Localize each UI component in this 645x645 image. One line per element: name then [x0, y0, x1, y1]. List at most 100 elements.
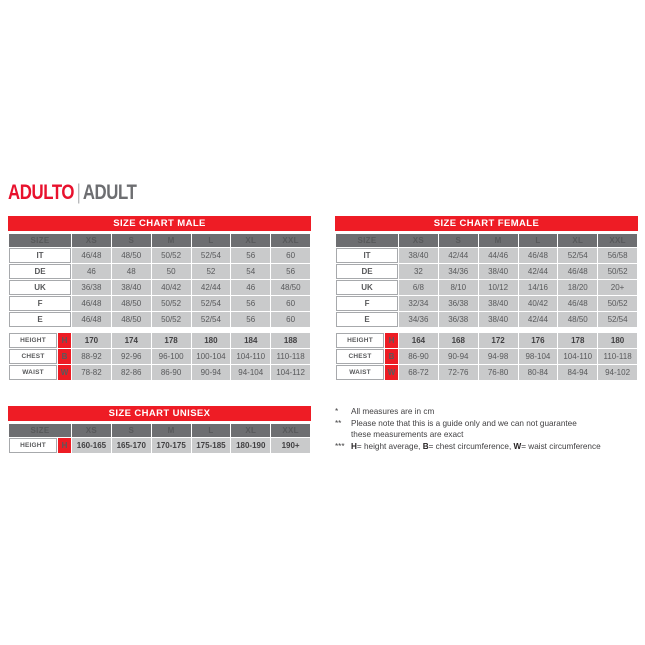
table-cell: 36/38	[438, 312, 478, 327]
table-cell: 50	[151, 264, 191, 279]
footnote-continuation: these measurements are exact	[351, 430, 464, 439]
footnote: *** H= height average, B= chest circumfer…	[335, 441, 640, 453]
size-chart-male-table: SIZE XS S M L XL XXL IT 46/48 48/50 50/52 52/54 56 60…	[8, 233, 311, 381]
table-cell: 78-82	[72, 365, 111, 380]
table-cell: 92-96	[111, 349, 151, 364]
table-cell: 42/44	[518, 264, 558, 279]
table-header-row: SIZE XS S M L XL XXL	[336, 234, 637, 247]
table-cell: 14/16	[518, 280, 558, 295]
size-chart-male: SIZE CHART MALE SIZE XS S M L XL XXL IT 46/48 48/…	[8, 216, 311, 381]
table-cell: 104-112	[271, 365, 310, 380]
table-cell: 180	[598, 333, 637, 348]
table-row: HEIGHT H 160-165 165-170 170-175 175-185 180-1…	[9, 438, 310, 453]
table-spacer	[9, 328, 310, 332]
row-label: F	[9, 296, 72, 311]
measure-badge: B	[58, 349, 72, 364]
table-cell: 34/36	[438, 264, 478, 279]
size-chart-female-heading: SIZE CHART FEMALE	[335, 216, 638, 231]
column-header: XL	[231, 424, 271, 437]
size-chart-unisex-body: SIZE XS S M L XL XXL HEIGHT H 160-165 165-170 170-1…	[9, 424, 310, 453]
size-chart-unisex-table: SIZE XS S M L XL XXL HEIGHT H 160-165 165-170 170-1…	[8, 423, 311, 454]
table-cell: 52/54	[598, 312, 637, 327]
measure-badge: H	[58, 333, 72, 348]
measure-badge: H	[385, 333, 399, 348]
table-cell: 84-94	[558, 365, 598, 380]
column-header: L	[191, 234, 231, 247]
table-cell: 32/34	[399, 296, 438, 311]
table-cell: 34/36	[399, 312, 438, 327]
row-label: UK	[336, 280, 399, 295]
measure-label: CHEST	[336, 349, 384, 364]
table-cell: 60	[271, 296, 310, 311]
table-cell: 60	[271, 248, 310, 263]
column-header-size: SIZE	[9, 424, 72, 437]
table-spacer	[336, 328, 637, 332]
table-cell: 100-104	[191, 349, 231, 364]
table-cell: 50/52	[598, 296, 637, 311]
footnote: ** Please note that this is a guide only …	[335, 418, 640, 430]
table-cell: 50/52	[598, 264, 637, 279]
table-cell: 60	[271, 312, 310, 327]
measure-label: HEIGHT	[336, 333, 384, 348]
table-cell: 104-110	[231, 349, 271, 364]
table-cell: 160-165	[72, 438, 111, 453]
table-cell: 56/58	[598, 248, 637, 263]
table-cell: 86-90	[151, 365, 191, 380]
table-cell: 40/42	[518, 296, 558, 311]
table-cell: 46	[231, 280, 271, 295]
row-label: IT	[336, 248, 399, 263]
table-cell: 46/48	[558, 296, 598, 311]
size-chart-male-body: SIZE XS S M L XL XXL IT 46/48 48/50 50/52 52/54 56 60…	[9, 234, 310, 380]
column-header: S	[111, 234, 151, 247]
page-title-secondary: ADULT	[82, 181, 137, 204]
table-cell: 46	[72, 264, 111, 279]
row-label: IT	[9, 248, 72, 263]
table-cell: 76-80	[478, 365, 518, 380]
table-row: IT 46/48 48/50 50/52 52/54 56 60	[9, 248, 310, 263]
table-row: HEIGHT H 170 174 178 180 184 188	[9, 333, 310, 348]
table-cell: 6/8	[399, 280, 438, 295]
footnote: * All measures are in cm	[335, 406, 640, 418]
measure-badge: H	[58, 438, 72, 453]
table-cell: 38/40	[478, 296, 518, 311]
table-row: HEIGHT H 164 168 172 176 178 180	[336, 333, 637, 348]
measure-label: CHEST	[9, 349, 57, 364]
column-header: M	[151, 424, 191, 437]
table-cell: 38/40	[478, 264, 518, 279]
table-row: UK 36/38 38/40 40/42 42/44 46 48/50	[9, 280, 310, 295]
table-cell: 46/48	[558, 264, 598, 279]
footnote-marker: **	[335, 418, 342, 428]
table-cell: 56	[231, 248, 271, 263]
table-row: DE 46 48 50 52 54 56	[9, 264, 310, 279]
column-header: XS	[72, 424, 111, 437]
table-cell: 48/50	[271, 280, 310, 295]
table-cell: 176	[518, 333, 558, 348]
footnote-text: H= height average, B= chest circumferenc…	[351, 441, 601, 451]
row-label: DE	[336, 264, 399, 279]
table-cell: 52/54	[191, 312, 231, 327]
table-row: F 46/48 48/50 50/52 52/54 56 60	[9, 296, 310, 311]
column-header: M	[478, 234, 518, 247]
table-cell: 46/48	[72, 296, 111, 311]
row-label: F	[336, 296, 399, 311]
footnote-marker: ***	[335, 441, 345, 451]
table-cell: 110-118	[271, 349, 310, 364]
table-cell: 32	[399, 264, 438, 279]
row-label: E	[9, 312, 72, 327]
table-cell: 42/44	[438, 248, 478, 263]
footnote-text: Please note that this is a guide only an…	[351, 418, 577, 428]
size-chart-unisex: SIZE CHART UNISEX SIZE XS S M L XL XXL HEIGHT H 1…	[8, 406, 311, 454]
table-cell: 98-104	[518, 349, 558, 364]
column-header: XXL	[598, 234, 637, 247]
column-header: S	[111, 424, 151, 437]
table-cell: 104-110	[558, 349, 598, 364]
table-cell: 52/54	[558, 248, 598, 263]
table-cell: 88-92	[72, 349, 111, 364]
table-cell: 184	[231, 333, 271, 348]
measure-badge: W	[385, 365, 399, 380]
table-cell: 165-170	[111, 438, 151, 453]
table-cell: 90-94	[438, 349, 478, 364]
table-cell: 42/44	[518, 312, 558, 327]
size-chart-male-heading: SIZE CHART MALE	[8, 216, 311, 231]
column-header-size: SIZE	[9, 234, 72, 247]
